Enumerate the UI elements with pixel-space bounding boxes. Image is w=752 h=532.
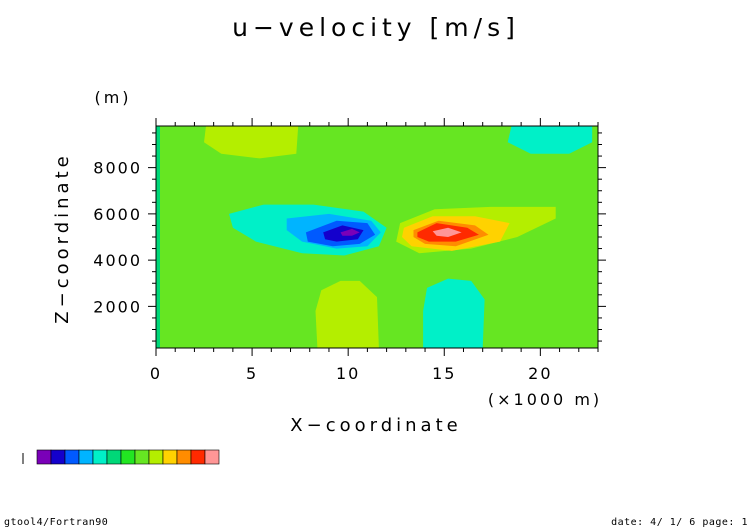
x-axis-label: X−coordinate <box>290 415 461 436</box>
colorbar-swatch <box>120 449 136 465</box>
axes: 0 5 10 15 20 2000 4000 6000 8000 <box>93 118 606 383</box>
footer-left: gtool4/Fortran90 <box>4 517 109 528</box>
x-unit-label: (×1000 m) <box>488 390 602 409</box>
colorbar-swatch <box>78 449 94 465</box>
colorbar-swatch <box>134 449 150 465</box>
colorbar-swatch <box>106 449 122 465</box>
x-tick-label: 20 <box>528 364 552 383</box>
plot-area <box>155 125 599 349</box>
colorbar-swatch <box>176 449 192 465</box>
y-tick-label: 8000 <box>93 159 142 178</box>
contour-region-pos-weak <box>204 126 299 159</box>
colorbar-swatch <box>92 449 108 465</box>
field-left-strip <box>156 126 160 348</box>
y-tick-label: 2000 <box>93 297 142 316</box>
contour-field <box>156 126 598 348</box>
contour-region-neg-weak <box>423 278 485 348</box>
contour-region-neg-weak <box>507 126 593 154</box>
colorbar-swatch <box>190 449 206 465</box>
contour-region-pos-peak <box>432 227 462 237</box>
chart-title: u−velocity [m/s] <box>232 13 520 42</box>
contour-region-neg-peak <box>340 228 360 236</box>
x-tick-label: 0 <box>150 364 162 383</box>
colorbar-swatch <box>50 449 66 465</box>
y-unit-label: (m) <box>94 88 131 107</box>
colorbar-swatch <box>204 449 220 465</box>
footer-right: date: 4/ 1/ 6 page: 1 <box>611 517 748 528</box>
colorbar-swatch <box>148 449 164 465</box>
y-tick-label: 4000 <box>93 251 142 270</box>
y-axis-label: Z−coordinate <box>52 152 73 323</box>
x-tick-label: 10 <box>336 364 360 383</box>
colorbar-swatch <box>162 449 178 465</box>
colorbar-legend <box>22 449 220 465</box>
x-tick-label: 15 <box>432 364 456 383</box>
contour-region-pos-weak <box>315 280 379 348</box>
x-tick-label: 5 <box>246 364 258 383</box>
contour-region-zero-band <box>394 126 450 159</box>
colorbar-swatch <box>64 449 80 465</box>
colorbar-swatch <box>36 449 52 465</box>
y-tick-label: 6000 <box>93 205 142 224</box>
